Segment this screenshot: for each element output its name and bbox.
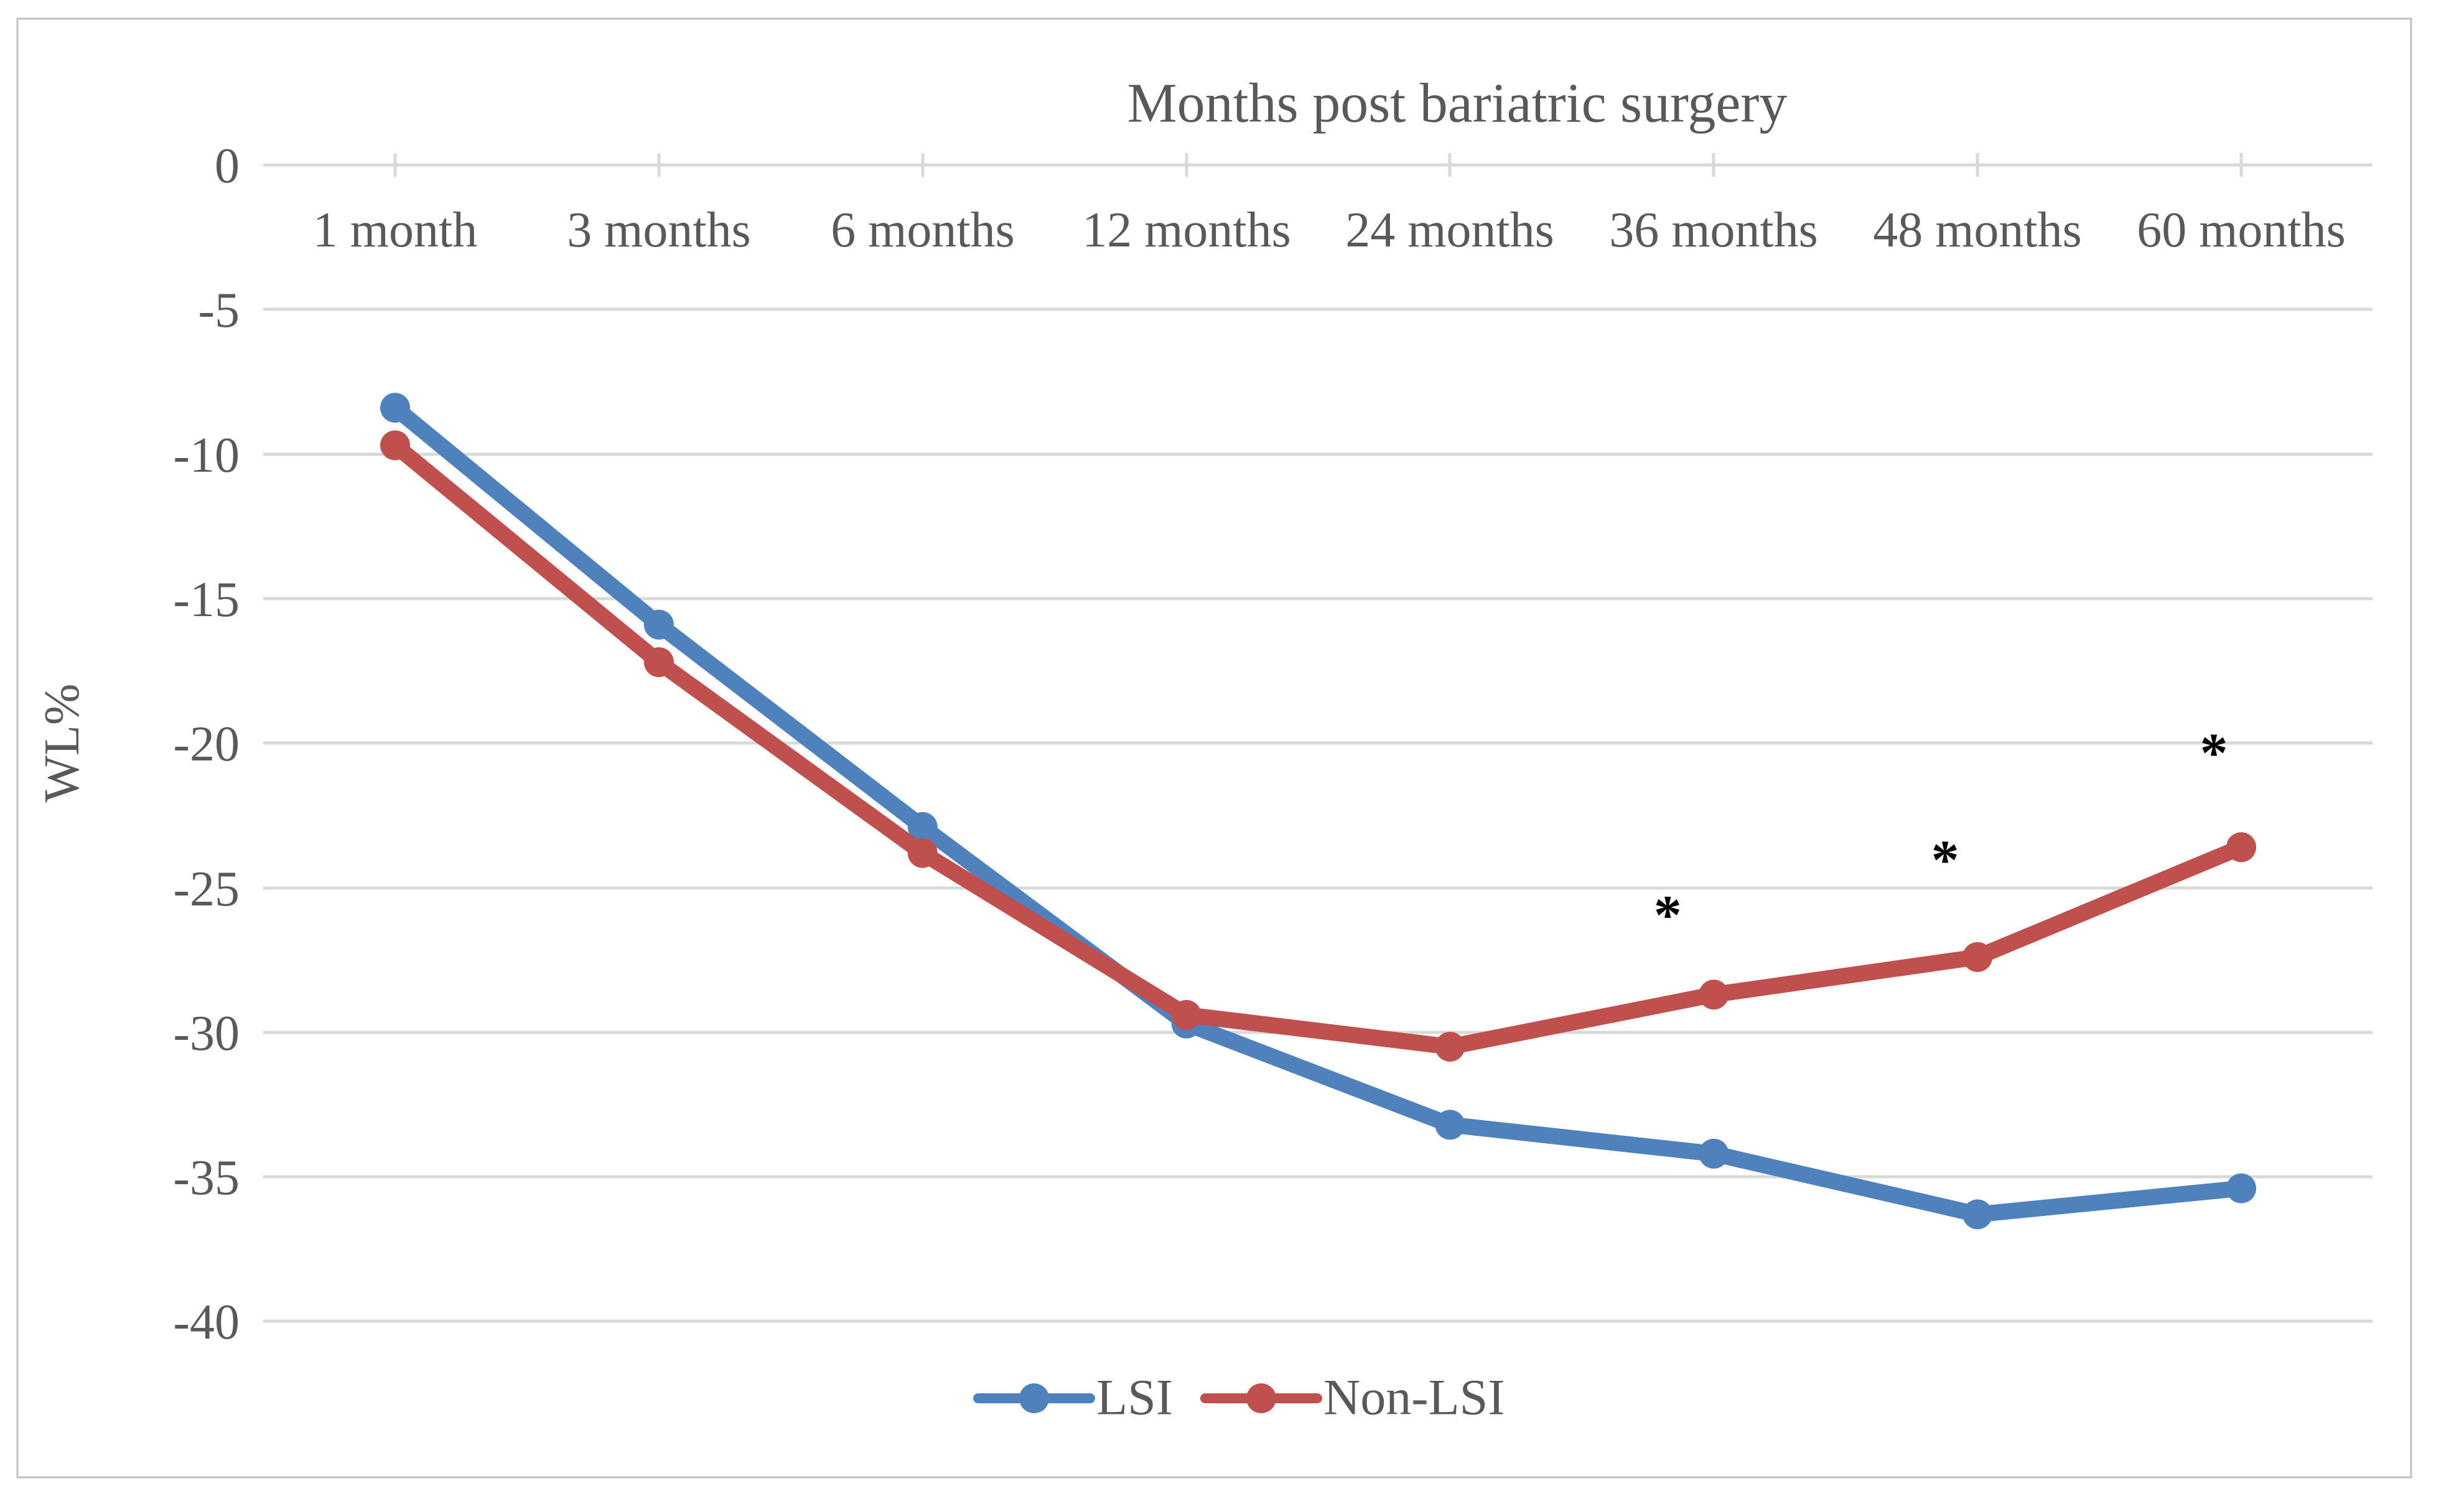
data-point-non-lsi — [1435, 1032, 1465, 1062]
significance-asterisk: * — [2200, 722, 2228, 784]
data-point-lsi — [643, 609, 674, 640]
data-point-non-lsi — [643, 647, 674, 678]
legend-label-lsi: LSI — [1096, 1369, 1173, 1426]
y-tick-label: -35 — [173, 1151, 240, 1205]
y-tick-label: -5 — [198, 283, 240, 338]
data-point-non-lsi — [1699, 979, 1729, 1010]
legend-marker-lsi — [1019, 1383, 1049, 1413]
x-axis-labels: 1 month 3 months 6 months 12 months 24 m… — [313, 203, 2346, 258]
y-tick-label: -15 — [173, 573, 240, 627]
legend-marker-non-lsi — [1246, 1383, 1276, 1413]
data-point-lsi — [1962, 1199, 1993, 1230]
y-tick-label: -40 — [173, 1295, 240, 1350]
series-line-non-lsi — [387, 437, 2249, 1055]
data-point-lsi — [1699, 1138, 1729, 1169]
series-line-lsi — [387, 400, 2249, 1223]
data-point-non-lsi — [380, 430, 410, 460]
x-tick-label: 12 months — [1082, 203, 1291, 258]
chart-title: Months post bariatric surgery — [1127, 73, 1788, 134]
x-tick-label: 36 months — [1609, 203, 1818, 258]
y-tick-label: 0 — [215, 139, 240, 194]
x-tick-label: 48 months — [1873, 203, 2082, 258]
y-tick-label: -25 — [173, 862, 240, 917]
data-point-non-lsi — [907, 838, 938, 868]
x-tick-label: 3 months — [567, 203, 751, 258]
data-point-non-lsi — [2226, 832, 2256, 863]
x-axis-ticks — [393, 153, 2243, 177]
data-point-lsi — [907, 811, 938, 842]
x-tick-label: 1 month — [313, 203, 477, 258]
y-tick-label: -20 — [173, 717, 240, 772]
data-point-lsi — [2226, 1173, 2256, 1204]
legend-label-non-lsi: Non-LSI — [1323, 1369, 1505, 1426]
y-axis-title: WL% — [35, 683, 90, 802]
series-layer: * * * — [380, 393, 2256, 1230]
y-tick-label: -30 — [173, 1006, 240, 1061]
significance-asterisk: * — [1654, 884, 1682, 946]
data-point-non-lsi — [1962, 942, 1993, 972]
x-tick-label: 24 months — [1345, 203, 1554, 258]
data-point-lsi — [380, 393, 410, 423]
legend: LSI Non-LSI — [973, 1369, 1505, 1426]
y-axis-labels: 0 -5 -10 -15 -20 -25 -30 -35 -40 — [173, 139, 240, 1350]
data-point-non-lsi — [1171, 999, 1202, 1030]
figure-border — [16, 17, 2412, 1479]
x-tick-label: 60 months — [2137, 203, 2346, 258]
y-tick-label: -10 — [173, 428, 240, 483]
gridlines — [263, 163, 2373, 1323]
data-point-lsi — [1435, 1110, 1465, 1140]
significance-asterisk: * — [1931, 830, 1959, 891]
x-tick-label: 6 months — [831, 203, 1015, 258]
